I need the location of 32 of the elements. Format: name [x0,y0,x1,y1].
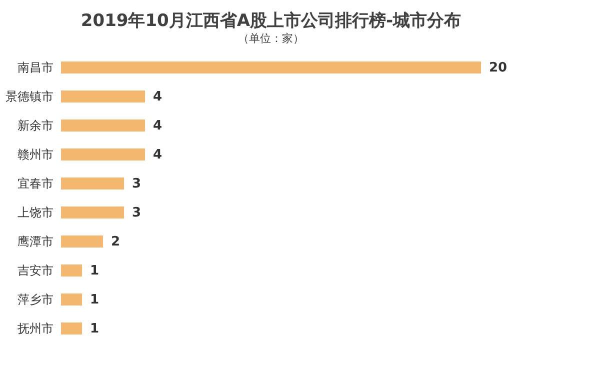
y-tick-label: 上饶市 [18,206,54,220]
data-label: 1 [90,264,100,278]
y-tick-label: 赣州市 [18,148,54,162]
bar [61,148,145,160]
bar [61,120,145,132]
bar [61,62,481,74]
y-tick-label: 抚州市 [16,322,54,336]
y-tick-label: 新余市 [18,118,54,132]
y-tick-label: 景德镇市 [6,90,54,104]
data-label: 4 [153,148,162,162]
data-label: 4 [153,118,162,134]
bar [61,294,82,306]
bar [61,236,103,248]
y-tick-label: 鹰潭市 [18,234,54,248]
bar [61,206,124,218]
data-label: 1 [90,322,100,336]
bar [61,90,145,102]
data-label: 2 [111,234,120,250]
chart-title: 2019年10月江西省A股上市公司排行榜-城市分布 [80,11,462,31]
data-label: 1 [90,292,100,308]
bar [61,178,124,190]
y-tick-label: 萍乡市 [18,292,54,306]
data-label: 4 [153,90,162,104]
bar [61,264,82,276]
chart-subtitle: （单位：家） [238,32,304,45]
bar [61,322,82,334]
y-tick-label: 宜春市 [18,176,54,190]
data-label: 3 [132,176,142,192]
data-label: 20 [489,60,508,76]
y-tick-label: 吉安市 [18,264,54,278]
data-label: 3 [132,206,142,220]
y-tick-label: 南昌市 [18,60,54,74]
